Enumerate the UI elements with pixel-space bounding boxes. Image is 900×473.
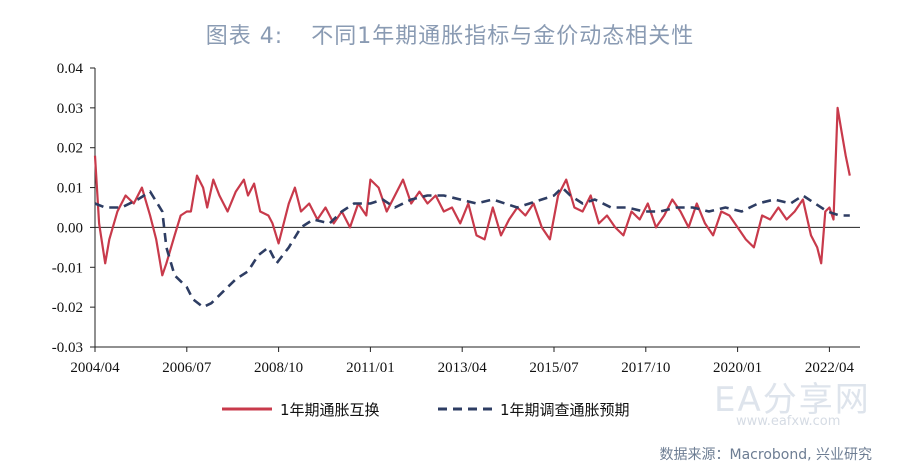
- watermark-text: EA分享网: [714, 380, 871, 420]
- x-tick-label: 2011/01: [346, 360, 395, 376]
- x-tick-label: 2013/04: [438, 360, 488, 376]
- x-tick-label: 2008/10: [254, 360, 303, 376]
- x-tick-label: 2015/07: [529, 360, 579, 376]
- y-tick-label: 0.01: [57, 181, 83, 197]
- y-tick-label: -0.03: [52, 340, 83, 356]
- series-lines: [93, 106, 851, 309]
- chart-title-label: 图表 4:: [205, 24, 284, 49]
- legend-label-series2: 1年期调查通胀预期: [500, 401, 630, 419]
- y-axis-labels: 0.04 0.03 0.02 0.01 0.00 -0.01 -0.02 -0.03: [52, 61, 84, 356]
- axes: [90, 67, 860, 352]
- source-note: 数据来源：Macrobond, 兴业研究: [659, 447, 872, 463]
- x-tick-label: 2006/07: [162, 360, 212, 376]
- y-tick-label: 0.04: [57, 61, 84, 77]
- legend-label-series1: 1年期通胀互换: [280, 401, 380, 419]
- series-line-2: [94, 186, 850, 309]
- x-tick-label: 2017/10: [621, 360, 670, 376]
- series-line-1: [93, 106, 851, 277]
- watermark: EA分享网 www.eafxw.com: [700, 372, 880, 434]
- x-tick-label: 2022/04: [805, 360, 855, 376]
- chart-title-text: 不同1年期通胀指标与金价动态相关性: [311, 24, 695, 49]
- y-tick-label: -0.01: [52, 260, 83, 276]
- y-tick-label: -0.02: [52, 300, 83, 316]
- watermark-url: www.eafxw.com: [736, 414, 841, 429]
- x-tick-label: 2020/01: [713, 360, 762, 376]
- x-tick-label: 2004/04: [70, 360, 120, 376]
- legend: 1年期通胀互换 1年期调查通胀预期: [222, 401, 630, 419]
- chart-title: 图表 4: 不同1年期通胀指标与金价动态相关性: [0, 18, 900, 50]
- x-axis-labels: 2004/04 2006/07 2008/10 2011/01 2013/04 2015/…: [70, 360, 854, 376]
- y-tick-label: 0.00: [57, 220, 83, 236]
- y-tick-label: 0.03: [57, 101, 83, 117]
- y-tick-label: 0.02: [57, 141, 83, 157]
